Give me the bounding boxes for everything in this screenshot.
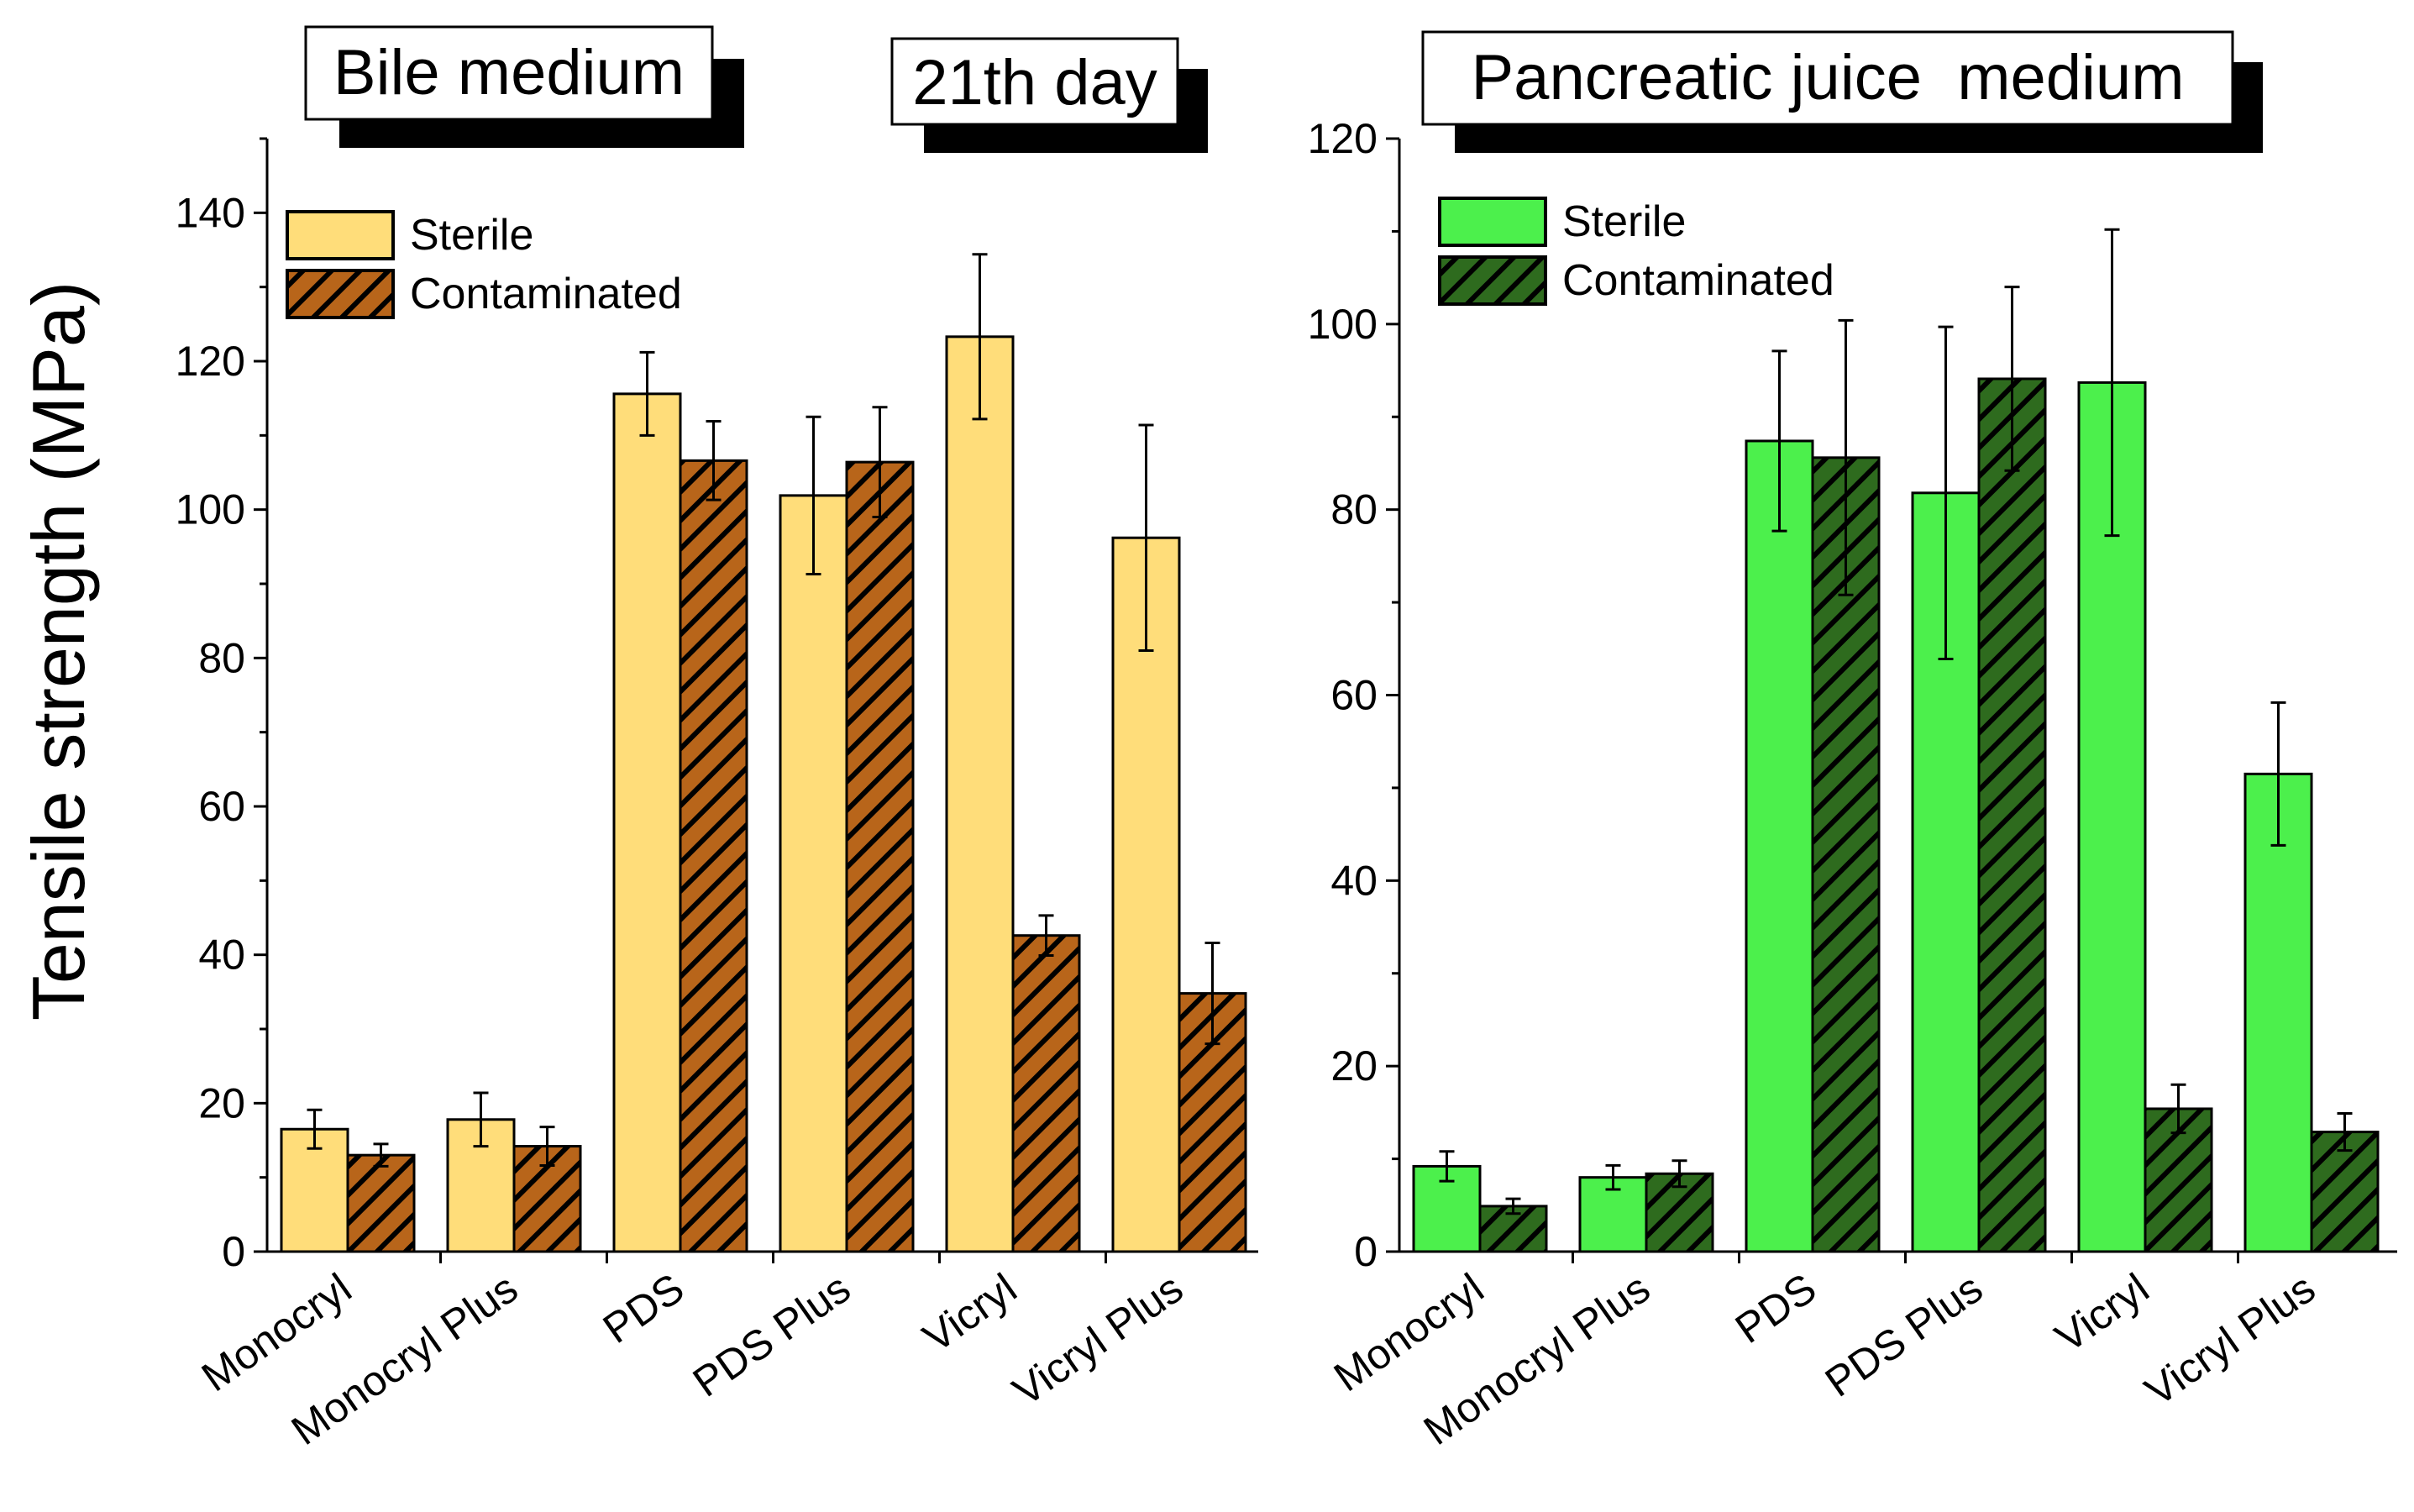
y-tick-label: 0 bbox=[1354, 1228, 1378, 1275]
day-label-box: 21th day bbox=[890, 37, 1208, 153]
y-tick-label: 100 bbox=[176, 486, 245, 533]
y-tick-label: 120 bbox=[1308, 115, 1378, 162]
y-axis-label: Tensile strength (MPa) bbox=[17, 281, 100, 1021]
bar-contaminated bbox=[1011, 934, 1081, 1253]
x-tick-label: PDS bbox=[595, 1264, 692, 1352]
legend-swatch-sterile bbox=[286, 210, 395, 260]
y-tick-label: 80 bbox=[198, 634, 245, 681]
panel-title: Pancreatic juice medium bbox=[1471, 42, 2184, 113]
y-tick-label: 40 bbox=[198, 932, 245, 979]
legend-label-contaminated: Contaminated bbox=[410, 270, 682, 318]
legend-label-contaminated: Contaminated bbox=[1562, 256, 1834, 305]
y-tick-label: 20 bbox=[1330, 1042, 1378, 1089]
panel-title-frame bbox=[304, 25, 714, 121]
bar-sterile bbox=[2243, 772, 2313, 1253]
bar-contaminated bbox=[1977, 377, 2047, 1253]
legend-swatch-sterile bbox=[1438, 197, 1547, 247]
x-tick-label: Vicryl bbox=[915, 1264, 1026, 1361]
x-tick-label: Vicryl bbox=[2047, 1264, 2158, 1361]
y-tick-label: 100 bbox=[1308, 301, 1378, 348]
panel-pancreatic: Pancreatic juice medium 020406080100120 … bbox=[1308, 30, 2397, 1454]
bar-sterile bbox=[1111, 536, 1181, 1253]
x-tick-label: PDS Plus bbox=[685, 1264, 858, 1406]
x-tick-label: PDS Plus bbox=[1817, 1264, 1991, 1406]
bar-contaminated bbox=[346, 1153, 416, 1253]
legend-pancreatic: Sterile Contaminated bbox=[1438, 197, 1834, 306]
panel-title: Bile medium bbox=[333, 37, 685, 108]
y-tick-label: 60 bbox=[198, 783, 245, 830]
bar-sterile bbox=[1745, 439, 1814, 1253]
legend-label-sterile: Sterile bbox=[410, 211, 533, 260]
y-tick-label: 0 bbox=[222, 1228, 245, 1275]
y-tick-label: 20 bbox=[198, 1079, 245, 1126]
axes-bile: 0 20 40 60 80 100 120 140 bbox=[176, 137, 1258, 1275]
legend-swatch-contaminated bbox=[286, 269, 395, 319]
y-tick-label: 40 bbox=[1330, 857, 1378, 904]
bar-sterile bbox=[612, 392, 682, 1253]
y-tick-label: 140 bbox=[176, 189, 245, 236]
legend-swatch-contaminated bbox=[1438, 255, 1547, 306]
panel-title-box-pancreatic: Pancreatic juice medium bbox=[1421, 30, 2263, 153]
x-tick-label: Vicryl Plus bbox=[1005, 1264, 1192, 1415]
panel-title-frame bbox=[1421, 30, 2234, 126]
bar-sterile bbox=[779, 494, 848, 1253]
y-tick-label: 80 bbox=[1330, 486, 1378, 533]
y-tick-label: 60 bbox=[1330, 672, 1378, 719]
y-tick-label: 120 bbox=[176, 338, 245, 385]
panel-bile: Bile medium 21th day 020406080100120140 … bbox=[176, 25, 1258, 1454]
bar-contaminated bbox=[2310, 1131, 2380, 1253]
day-label: 21th day bbox=[912, 47, 1157, 118]
bar-sterile bbox=[945, 335, 1015, 1253]
axes-pancreatic: 0 20 40 60 80 100 120 bbox=[1308, 115, 2397, 1275]
legend-label-sterile: Sterile bbox=[1562, 197, 1686, 246]
x-tick-label: Vicryl Plus bbox=[2137, 1264, 2324, 1415]
panel-title-box-bile: Bile medium bbox=[304, 25, 744, 148]
bar-contaminated bbox=[845, 460, 915, 1253]
legend-bile: Sterile Contaminated bbox=[286, 210, 682, 319]
x-tick-label: PDS bbox=[1727, 1264, 1824, 1352]
day-label-frame bbox=[890, 37, 1179, 126]
bar-contaminated bbox=[679, 459, 748, 1253]
